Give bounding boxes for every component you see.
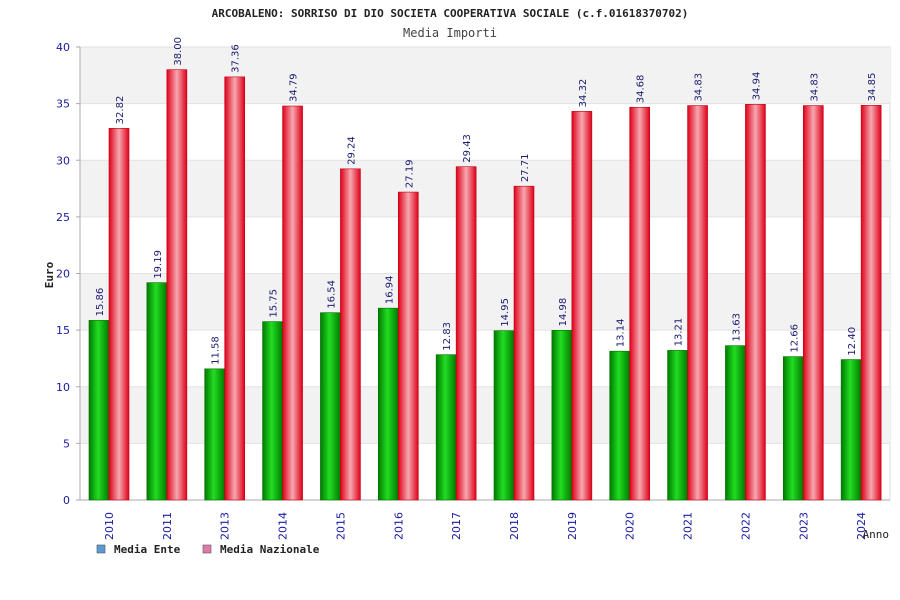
x-tick-label-2014: 2014 [277, 512, 290, 540]
data-label-media-nazionale-2016: 27.19 [404, 159, 415, 188]
bar-media-ente-2015 [320, 312, 341, 501]
x-tick-label-2010: 2010 [103, 512, 116, 540]
bar-media-nazionale-2016 [397, 191, 419, 501]
data-label-media-nazionale-2011: 38.00 [173, 37, 184, 66]
x-tick-label-2011: 2011 [161, 512, 174, 540]
bar-media-ente-2022 [725, 345, 746, 501]
data-label-media-nazionale-2010: 32.82 [115, 96, 126, 125]
data-label-media-nazionale-2017: 29.43 [462, 134, 473, 163]
y-tick-label: 15 [56, 324, 70, 337]
legend: Media Ente Media Nazionale [96, 543, 320, 556]
x-tick-label-2022: 2022 [739, 512, 752, 540]
bar-media-ente-2013 [204, 368, 226, 501]
data-label-media-ente-2016: 16.94 [384, 276, 395, 305]
bar-media-ente-2011 [146, 282, 168, 501]
bar-media-ente-2021 [667, 350, 688, 501]
data-label-media-nazionale-2019: 34.32 [578, 79, 589, 108]
data-label-media-ente-2018: 14.95 [500, 298, 511, 327]
bar-media-nazionale-2010 [108, 128, 130, 501]
bar-media-ente-2024 [840, 359, 862, 501]
bar-media-nazionale-2018 [513, 185, 535, 501]
x-tick-label-2013: 2013 [219, 512, 232, 540]
legend-label-media-nazionale: Media Nazionale [220, 543, 320, 556]
bar-media-ente-2016 [377, 307, 399, 501]
y-tick-label: 35 [56, 98, 70, 111]
y-tick-labels: 0 5 10 15 20 25 30 35 40 [56, 41, 70, 507]
data-label-media-ente-2013: 11.58 [211, 336, 222, 365]
data-label-media-nazionale-2021: 34.83 [694, 73, 705, 102]
data-label-media-nazionale-2022: 34.94 [751, 72, 762, 101]
data-label-media-ente-2019: 14.98 [558, 298, 569, 327]
x-tick-label-2020: 2020 [624, 512, 637, 540]
bar-media-nazionale-2023 [802, 105, 824, 501]
x-tick-label-2019: 2019 [566, 512, 579, 540]
data-label-media-nazionale-2018: 27.71 [520, 154, 531, 183]
bar-media-nazionale-2011 [166, 69, 188, 501]
data-label-media-nazionale-2023: 34.83 [809, 73, 820, 102]
data-label-media-nazionale-2015: 29.24 [346, 136, 357, 165]
grid-band [80, 160, 890, 217]
bar-media-nazionale-2022 [745, 104, 766, 501]
data-label-media-ente-2015: 16.54 [326, 280, 337, 309]
x-tick-label-2023: 2023 [797, 512, 810, 540]
data-label-media-nazionale-2024: 34.85 [867, 73, 878, 102]
bar-media-nazionale-2024 [860, 105, 882, 501]
data-label-media-nazionale-2020: 34.68 [636, 75, 647, 104]
bar-media-nazionale-2014 [282, 105, 303, 501]
data-label-media-ente-2011: 19.19 [153, 250, 164, 279]
x-tick-labels: 2010 2011 2013 2014 2015 2016 2017 2018 2019 2020… [103, 512, 868, 540]
y-tick-label: 30 [56, 154, 70, 167]
x-tick-label-2024: 2024 [855, 512, 868, 540]
grid-band [80, 273, 890, 331]
bar-media-ente-2010 [88, 320, 110, 501]
grid-band [80, 386, 890, 444]
y-tick-label: 20 [56, 268, 70, 281]
x-tick-label-2018: 2018 [508, 512, 521, 540]
y-tick-label: 0 [63, 494, 70, 507]
x-tick-label-2015: 2015 [334, 512, 347, 540]
x-axis-title: Anno [863, 528, 890, 541]
bar-group [88, 69, 882, 501]
bar-media-nazionale-2021 [687, 105, 708, 501]
bar-media-nazionale-2020 [629, 106, 651, 501]
legend-label-media-ente: Media Ente [114, 543, 181, 556]
data-labels: 15.86 32.82 19.19 38.00 11.58 37.36 15.75 34.79… [95, 37, 878, 365]
y-tick-label: 10 [56, 381, 70, 394]
data-label-media-ente-2017: 12.83 [442, 322, 453, 351]
data-label-media-ente-2020: 13.14 [616, 319, 627, 348]
bar-media-ente-2020 [609, 350, 631, 501]
bar-media-nazionale-2015 [340, 168, 361, 501]
chart-subtitle: Media Importi [403, 26, 497, 40]
data-label-media-ente-2014: 15.75 [269, 289, 280, 318]
x-tick-label-2016: 2016 [392, 512, 405, 540]
data-label-media-ente-2021: 13.21 [674, 318, 685, 347]
y-tick-label: 25 [56, 211, 70, 224]
bar-media-ente-2014 [262, 321, 283, 501]
y-tick-label: 40 [56, 41, 70, 54]
y-axis-title: Euro [43, 261, 56, 288]
bar-media-ente-2023 [782, 356, 804, 501]
legend-swatch-media-ente [96, 544, 106, 554]
data-label-media-ente-2024: 12.40 [847, 327, 858, 356]
bar-media-ente-2019 [551, 330, 573, 501]
grid-band [80, 47, 890, 104]
data-label-media-ente-2010: 15.86 [95, 288, 106, 317]
x-tick-label-2021: 2021 [682, 512, 695, 540]
chart-title: ARCOBALENO: SORRISO DI DIO SOCIETA COOPE… [212, 7, 689, 20]
bar-media-ente-2018 [493, 330, 515, 501]
data-label-media-ente-2022: 13.63 [731, 313, 742, 342]
data-label-media-nazionale-2014: 34.79 [289, 73, 300, 102]
data-label-media-nazionale-2013: 37.36 [231, 44, 242, 73]
bar-media-nazionale-2017 [455, 166, 477, 501]
bar-media-nazionale-2013 [224, 76, 246, 501]
bar-media-ente-2017 [435, 354, 457, 501]
legend-swatch-media-nazionale [202, 544, 212, 554]
x-tick-label-2017: 2017 [450, 512, 463, 540]
y-tick-label: 5 [63, 437, 70, 450]
data-label-media-ente-2023: 12.66 [789, 324, 800, 353]
bar-media-nazionale-2019 [571, 111, 593, 501]
